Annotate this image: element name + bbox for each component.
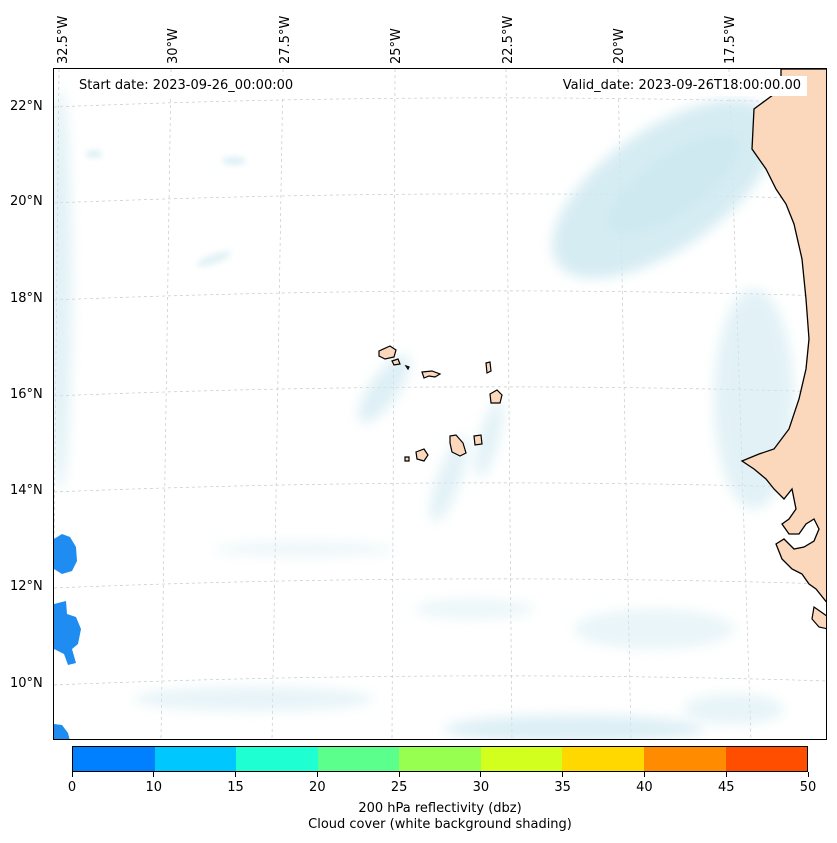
colorbar-segment-2 bbox=[236, 747, 318, 771]
meridian-30w bbox=[160, 69, 172, 739]
colorbar-tick-label: 35 bbox=[554, 780, 571, 795]
colorbar-tick-mark bbox=[807, 772, 809, 777]
lat-label-18n: 18°N bbox=[10, 291, 43, 306]
cloud-south-3 bbox=[574, 609, 734, 649]
parallel-10n bbox=[54, 675, 826, 686]
cloud-south-5 bbox=[214, 541, 394, 557]
colorbar-tick-label: 20 bbox=[309, 780, 326, 795]
colorbar-tick-label: 45 bbox=[717, 780, 735, 795]
colorbar-segment-5 bbox=[480, 747, 563, 771]
cloud-west-edge bbox=[54, 89, 72, 489]
lat-label-10n: 10°N bbox=[10, 676, 43, 691]
island-brava bbox=[404, 456, 410, 462]
colorbar-tick-label: 30 bbox=[472, 780, 490, 795]
lon-label-30w: 30°W bbox=[166, 28, 181, 64]
parallel-22n bbox=[54, 97, 826, 108]
island-sal bbox=[485, 361, 492, 374]
meridian-27-5w bbox=[271, 69, 284, 739]
parallel-16n bbox=[54, 386, 826, 397]
parallel-18n bbox=[54, 290, 826, 301]
meridian-25w bbox=[391, 69, 396, 739]
lon-label-25w: 25°W bbox=[389, 28, 404, 64]
cloud-south-1 bbox=[134, 687, 374, 711]
island-fogo bbox=[415, 448, 429, 462]
reflectivity-cells bbox=[54, 534, 81, 739]
colorbar-tick-mark bbox=[153, 772, 155, 777]
colorbar-segment-0 bbox=[73, 747, 155, 771]
land-mass bbox=[740, 69, 826, 630]
cloud-cover-shading bbox=[54, 89, 794, 739]
island-maio bbox=[473, 434, 483, 446]
lat-label-22n: 22°N bbox=[10, 99, 43, 114]
parallel-12n bbox=[54, 578, 826, 589]
lat-label-16n: 16°N bbox=[10, 387, 43, 402]
colorbar-tick-mark bbox=[398, 772, 400, 777]
cloud-islands-3 bbox=[474, 400, 504, 478]
colorbar-tick-mark bbox=[316, 772, 318, 777]
start-date-label: Start date: 2023-09-26_00:00:00 bbox=[73, 76, 300, 96]
lat-label-14n: 14°N bbox=[10, 483, 43, 498]
lon-label-20w: 20°W bbox=[612, 28, 627, 64]
island-santo-antao bbox=[378, 345, 397, 360]
island-sao-vicente bbox=[391, 358, 401, 366]
reflectivity-colorbar bbox=[72, 746, 808, 772]
colorbar-segment-4 bbox=[399, 747, 481, 771]
parallel-14n bbox=[54, 482, 826, 493]
colorbar-tick-label: 50 bbox=[799, 780, 817, 795]
colorbar-segment-8 bbox=[725, 747, 808, 771]
cloud-islands-1 bbox=[358, 355, 410, 423]
map-panel bbox=[53, 68, 827, 740]
cloud-south-2 bbox=[444, 715, 704, 739]
lon-label-32-5w: 32.5°W bbox=[56, 15, 71, 64]
lon-label-17-5w: 17.5°W bbox=[723, 15, 738, 64]
cloud-patch-1 bbox=[86, 150, 102, 158]
island-boa-vista bbox=[489, 389, 503, 404]
cloud-band-north-inner bbox=[606, 131, 742, 237]
cloud-patch-3 bbox=[196, 251, 232, 267]
lon-label-27-5w: 27.5°W bbox=[278, 15, 293, 64]
west-africa-coast bbox=[740, 69, 826, 603]
colorbar-segment-7 bbox=[643, 747, 726, 771]
colorbar-tick-mark bbox=[643, 772, 645, 777]
cloud-south-4 bbox=[414, 599, 534, 619]
colorbar-segment-1 bbox=[154, 747, 237, 771]
island-santiago bbox=[449, 434, 467, 457]
cloud-patch-2 bbox=[222, 157, 246, 165]
colorbar-tick-label: 10 bbox=[145, 780, 163, 795]
cloud-patch-4 bbox=[684, 694, 784, 724]
colorbar-tick-mark bbox=[480, 772, 482, 777]
colorbar-tick-mark bbox=[562, 772, 564, 777]
island-santa-luzia bbox=[404, 364, 410, 371]
map-canvas bbox=[54, 69, 826, 739]
valid-date-label: Valid_date: 2023-09-26T18:00:00.00 bbox=[556, 76, 807, 96]
coast-detail-1 bbox=[811, 605, 826, 630]
colorbar-label-cloud-cover: Cloud cover (white background shading) bbox=[308, 817, 572, 832]
lat-label-20n: 20°N bbox=[10, 194, 43, 209]
cape-verde-islands bbox=[378, 345, 503, 462]
colorbar-tick-label: 40 bbox=[636, 780, 653, 795]
lat-label-12n: 12°N bbox=[10, 579, 43, 594]
lon-label-22-5w: 22.5°W bbox=[501, 15, 516, 64]
island-sao-nicolau bbox=[421, 370, 442, 379]
colorbar-tick-label: 15 bbox=[227, 780, 244, 795]
cloud-islands-2 bbox=[429, 436, 469, 522]
graticule bbox=[54, 69, 826, 739]
colorbar-segment-3 bbox=[317, 747, 400, 771]
colorbar-tick-mark bbox=[71, 772, 73, 777]
colorbar-segment-6 bbox=[562, 747, 644, 771]
reflectivity-cell-2 bbox=[54, 601, 81, 665]
parallel-20n bbox=[54, 193, 826, 204]
colorbar-tick-mark bbox=[235, 772, 237, 777]
colorbar-tick-label: 25 bbox=[390, 780, 408, 795]
colorbar-label-reflectivity: 200 hPa reflectivity (dbz) bbox=[358, 801, 522, 816]
colorbar-tick-label: 0 bbox=[67, 780, 77, 795]
reflectivity-cell-3 bbox=[54, 724, 70, 739]
colorbar-tick-mark bbox=[725, 772, 727, 777]
meridian-22-5w bbox=[505, 69, 513, 739]
reflectivity-cell-1 bbox=[54, 534, 77, 574]
